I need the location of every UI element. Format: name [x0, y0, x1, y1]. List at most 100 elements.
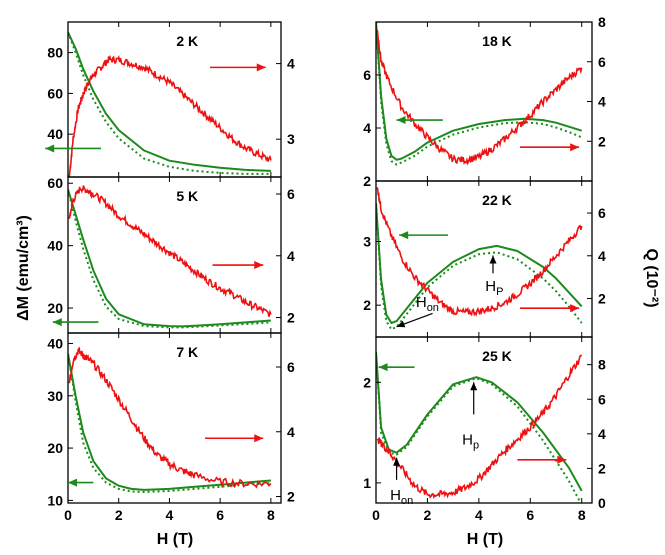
x-tick-label: 0 — [372, 507, 380, 523]
arrow-head — [570, 143, 580, 152]
delta-m-dotted-line — [68, 353, 271, 493]
left-y-tick-label: 40 — [47, 238, 63, 254]
arrow-head — [399, 231, 409, 240]
right-y-tick-label: 6 — [598, 391, 606, 407]
x-tick-label: 6 — [216, 507, 224, 523]
right-y-tick-label: 6 — [598, 54, 606, 70]
panel-title: 5 K — [176, 188, 198, 204]
panel-4: 2 4 6 2 4 6 8 18 K — [363, 14, 606, 189]
delta-m-solid-line — [376, 203, 583, 324]
annotation-main: H — [416, 294, 427, 311]
delta-m-solid-line — [68, 353, 271, 491]
q-series-line — [68, 346, 272, 489]
annotation-arrow-head — [489, 255, 497, 264]
left-y-tick-label: 60 — [47, 175, 63, 191]
arrow-head — [254, 434, 264, 443]
right-y-tick-label: 4 — [598, 94, 606, 110]
annotation-label: Hon — [390, 487, 413, 507]
delta-m-solid-line — [376, 352, 583, 492]
left-y-tick-label: 10 — [47, 492, 63, 508]
left-y-tick-label: 4 — [363, 120, 371, 136]
arrow-head — [68, 478, 77, 487]
right-y-tick-label: 4 — [287, 56, 295, 72]
x-tick-label: 8 — [578, 507, 586, 523]
left-y-tick-label: 80 — [47, 45, 63, 61]
arrow-head — [254, 261, 264, 270]
right-y-tick-label: 4 — [598, 426, 606, 442]
panel-3: 0 2 4 6 8 10 20 30 40 2 4 6 7 K — [47, 332, 295, 523]
delta-m-solid-line — [68, 189, 271, 328]
right-y-tick-label: 6 — [598, 205, 606, 221]
panel-1: 40 60 80 3 4 2 K — [45, 21, 295, 178]
panel-title: 2 K — [176, 33, 198, 49]
panel-2: 20 40 60 2 4 6 5 K — [47, 175, 295, 334]
annotation-subscript: on — [427, 302, 439, 314]
panel-plot-area — [376, 352, 583, 503]
left-y-tick-label: 2 — [363, 173, 371, 189]
q-series-line — [376, 187, 583, 317]
annotation-arrow-head — [393, 457, 401, 466]
left-y-tick-label: 20 — [47, 300, 63, 316]
right-y-tick-label: 6 — [287, 186, 295, 202]
annotation-main: H — [485, 278, 496, 295]
annotation-label: Hon — [416, 294, 439, 314]
arrow-head — [570, 304, 580, 313]
left-y-tick-label: 20 — [47, 440, 63, 456]
x-tick-label: 6 — [526, 507, 534, 523]
delta-m-dotted-line — [376, 352, 582, 503]
right-y-tick-label: 2 — [598, 460, 606, 476]
left-y-tick-label: 40 — [47, 126, 63, 142]
right-y-tick-label: 2 — [287, 310, 295, 326]
delta-m-solid-line — [68, 31, 271, 172]
x-tick-label: 4 — [475, 507, 483, 523]
arrow-head — [45, 144, 55, 153]
panel-title: 22 K — [482, 192, 512, 208]
y-left-axis-label: ΔM (emu/cm³) — [15, 215, 32, 321]
panel-title: 18 K — [482, 33, 512, 49]
right-y-tick-label: 3 — [287, 131, 295, 147]
panel-frame — [67, 332, 282, 504]
annotation-arrow-head — [470, 382, 478, 391]
panel-plot-area — [376, 187, 583, 331]
left-y-tick-label: 40 — [47, 335, 63, 351]
delta-m-dotted-line — [376, 22, 583, 166]
x-tick-label: 4 — [166, 507, 174, 523]
q-series-line — [376, 29, 583, 166]
q-series-line — [376, 354, 583, 500]
right-y-tick-label: 2 — [598, 291, 606, 307]
right-y-tick-label: 2 — [287, 489, 295, 505]
annotation-main: H — [462, 432, 473, 449]
left-y-tick-label: 6 — [363, 67, 371, 83]
annotation-label: HP — [485, 278, 503, 298]
panel-title: 25 K — [482, 348, 512, 364]
panel-plot-area — [68, 346, 272, 493]
left-y-tick-label: 1 — [363, 475, 371, 491]
panel-frame — [67, 21, 282, 178]
right-y-tick-label: 4 — [598, 248, 606, 264]
panel-plot-area — [376, 22, 583, 166]
x-axis-label-right: H (T) — [467, 531, 503, 548]
left-y-tick-label: 3 — [363, 233, 371, 249]
annotation-arrow-head — [396, 320, 406, 328]
left-y-tick-label: 2 — [363, 297, 371, 313]
arrow-head — [378, 363, 388, 372]
annotation-subscript: on — [401, 495, 413, 507]
delta-m-dotted-line — [68, 31, 271, 175]
arrow-head — [52, 318, 62, 327]
q-series-line — [68, 54, 272, 177]
panel-plot-area — [68, 185, 272, 329]
delta-m-solid-line — [376, 22, 582, 161]
panel-plot-area — [68, 31, 272, 177]
right-y-tick-label: 4 — [287, 248, 295, 264]
annotation-label: Hp — [462, 432, 479, 452]
right-y-tick-label: 8 — [598, 14, 606, 30]
left-y-tick-label: 30 — [47, 388, 63, 404]
left-y-tick-label: 60 — [47, 85, 63, 101]
x-tick-label: 2 — [424, 507, 432, 523]
arrow-head — [396, 116, 406, 125]
y-right-axis-label: Q (10⁻²) — [643, 248, 660, 307]
panel-frame — [375, 336, 593, 504]
